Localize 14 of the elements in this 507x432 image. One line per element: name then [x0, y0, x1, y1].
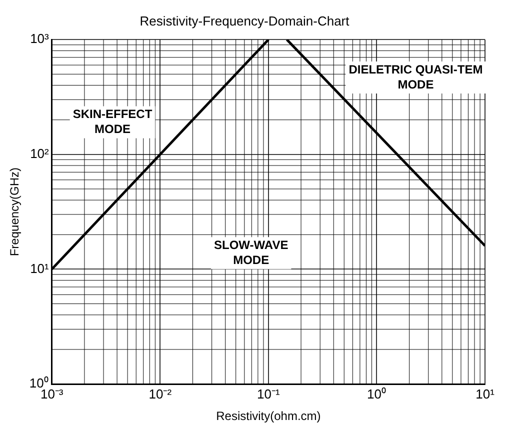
annotation: SLOW-WAVE MODE: [214, 238, 288, 267]
chart-title: Resistivity-Frequency-Domain-Chart: [140, 13, 350, 28]
y-tick-label: 10²: [30, 146, 50, 161]
y-tick-label: 10³: [30, 31, 50, 46]
y-axis-title: Frequency(GHz): [8, 167, 22, 256]
y-tick-label: 10¹: [30, 260, 50, 276]
x-tick-label: 10⁰: [366, 386, 386, 402]
x-tick-label: 10¹: [476, 386, 496, 402]
annotation: DIELETRIC QUASI-TEM MODE: [348, 62, 483, 92]
x-tick-label: 10⁻²: [148, 386, 172, 402]
annotation: SKIN-EFFECT MODE: [72, 107, 153, 136]
x-tick-label: 10⁻¹: [257, 386, 280, 402]
x-axis-title: Resistivity(ohm.cm): [216, 409, 321, 424]
y-tick-label: 10⁰: [29, 376, 49, 391]
